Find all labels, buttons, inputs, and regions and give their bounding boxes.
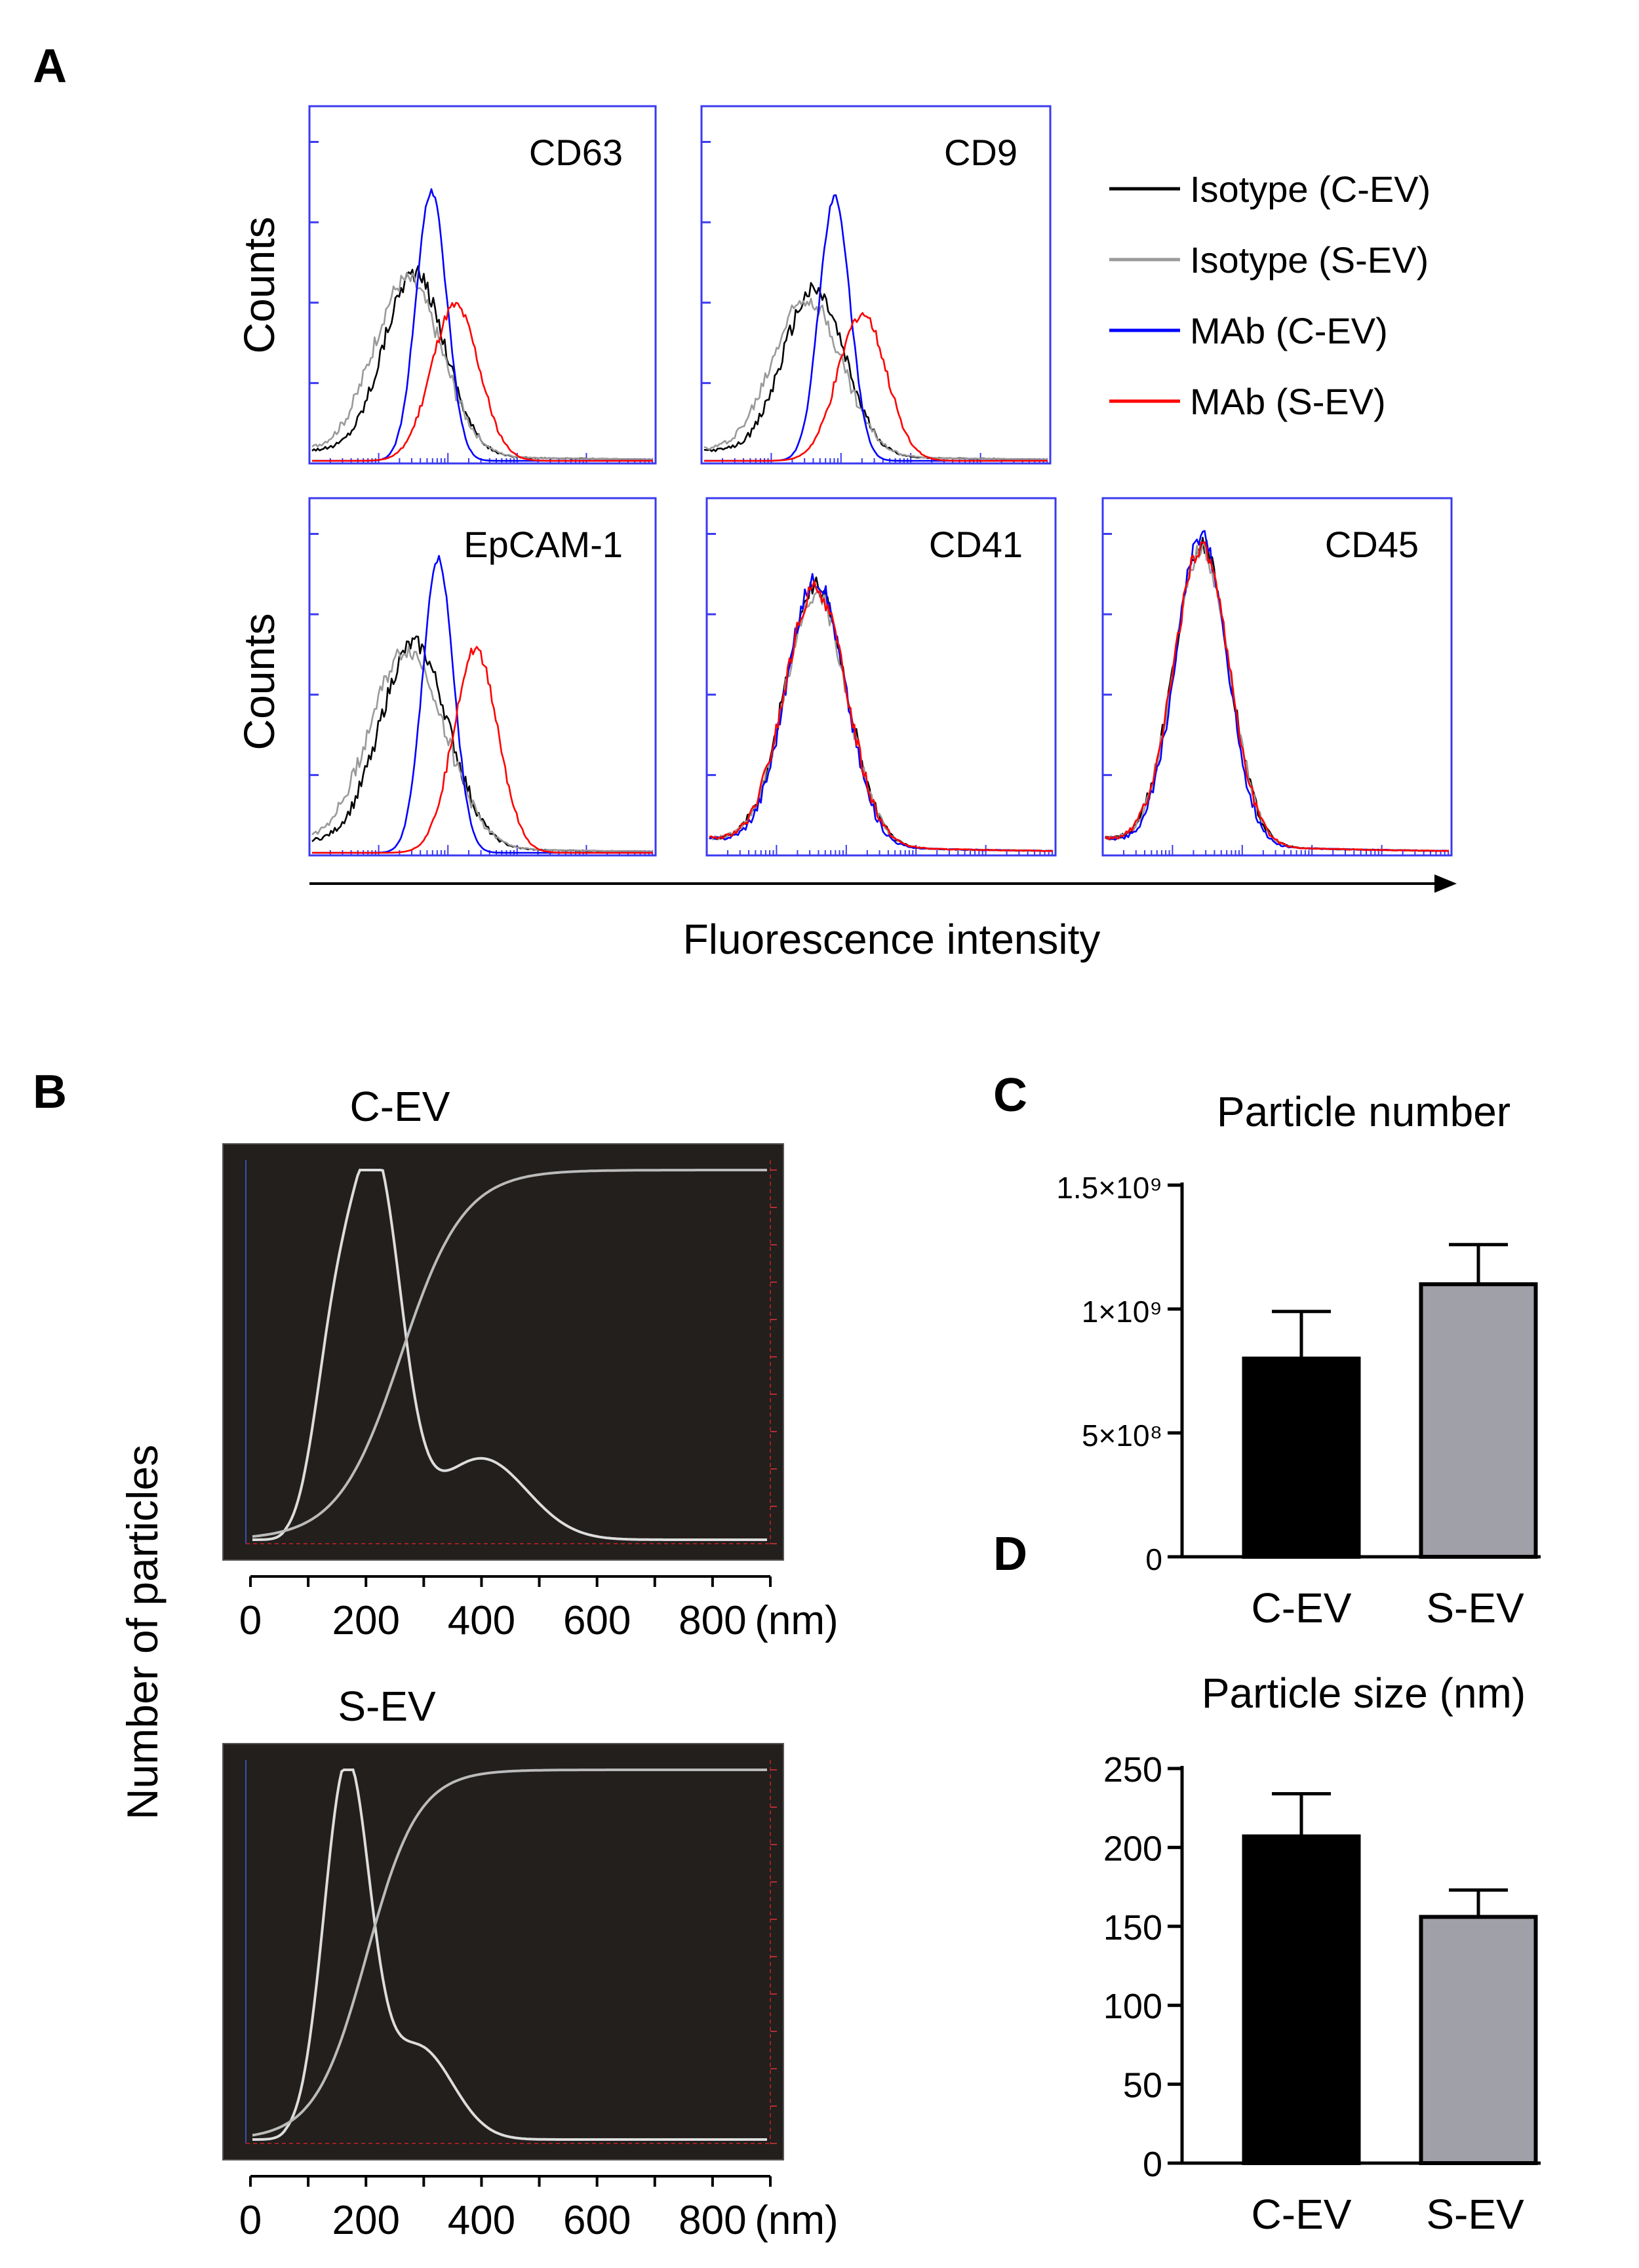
bar-y-tick-label: 150: [1103, 1908, 1162, 1947]
bar-y-tick-label: 250: [1103, 1750, 1162, 1789]
bar-category-label: C-EV: [1252, 2191, 1352, 2238]
flow-frame: [700, 105, 1052, 465]
nta-title: C-EV: [350, 1083, 450, 1130]
bar-y-tick-label: 0: [1145, 1542, 1162, 1576]
nta-x-tick-label: 600: [563, 2198, 631, 2243]
flow-x-arrow-head: [1434, 874, 1457, 893]
nta-title: S-EV: [338, 1683, 436, 1730]
bar-s-ev: [1419, 1282, 1538, 1559]
bar-chart-particle-number: Particle number 0 5×10⁸ 1×10⁹ 1.5×10⁹ C-EV S-E…: [1056, 1088, 1541, 1632]
flow-ylabel-bottom: Counts: [235, 613, 283, 750]
flow-ylabel-top: Counts: [235, 216, 283, 353]
nta-x-tick-label: 200: [332, 1598, 399, 1643]
bar-category-label: S-EV: [1426, 2191, 1524, 2238]
flow-subplot-cd9: CD9: [700, 105, 1052, 465]
nta-plot-bg: [222, 1743, 784, 2160]
nta-x-unit: (nm): [755, 1598, 838, 1643]
flow-subplot-cd41: CD41: [705, 497, 1057, 857]
nta-x-tick-label: 200: [332, 2198, 399, 2243]
nta-x-tick-label: 800: [679, 1598, 746, 1643]
legend-label: Isotype (S-EV): [1190, 239, 1429, 281]
flow-series-line: [709, 580, 1054, 852]
nta-x-unit: (nm): [755, 2198, 838, 2243]
flow-series-line: [1104, 541, 1450, 852]
flow-frame: [308, 105, 657, 465]
legend-label: Isotype (C-EV): [1190, 168, 1431, 210]
flow-cytometry-panel: Counts Counts Fluorescence intensity CD6…: [235, 105, 1457, 963]
bar-c-ev: [1242, 1834, 1361, 2165]
nta-panel: Number of particles C-EV0 200 400 600 800 (nm…: [118, 1083, 839, 2243]
panel-label-a: A: [33, 40, 67, 92]
bar-c-ev: [1242, 1356, 1361, 1559]
nta-distribution-line: [252, 1169, 767, 1541]
bar-category-label: C-EV: [1252, 1584, 1352, 1632]
nta-x-tick-label: 400: [448, 1598, 515, 1643]
nta-x-tick-label: 0: [239, 1598, 262, 1643]
flow-series-line: [703, 298, 1048, 461]
bar-y-tick-label: 50: [1123, 2066, 1162, 2105]
legend-label: MAb (S-EV): [1190, 381, 1386, 422]
flow-series-line: [312, 646, 653, 854]
flow-subplot-label: CD41: [929, 524, 1023, 565]
nta-subplot-s-ev: S-EV 0 200 400 600 800 (nm): [222, 1683, 839, 2243]
legend-label: MAb (C-EV): [1190, 310, 1388, 351]
flow-series-line: [704, 312, 1048, 462]
flow-frame: [308, 497, 657, 857]
nta-x-tick-label: 800: [679, 2198, 746, 2243]
bar-title: Particle number: [1217, 1088, 1511, 1135]
nta-distribution-line: [252, 1769, 767, 2141]
flow-subplot-cd63: CD63: [308, 105, 657, 465]
bar-panels: Particle number 0 5×10⁸ 1×10⁹ 1.5×10⁹ C-EV S-E…: [1056, 1088, 1541, 2238]
nta-cumulative-line: [252, 1769, 767, 2137]
bar-y-tick-label: 0: [1143, 2145, 1162, 2184]
flow-subplot-epcam-1: EpCAM-1: [308, 497, 657, 857]
nta-cumulative-line: [252, 1169, 767, 1538]
nta-ylabel: Number of particles: [118, 1445, 167, 1820]
nta-x-tick-label: 600: [563, 1598, 631, 1643]
bar-y-tick-label: 200: [1103, 1829, 1162, 1868]
nta-x-tick-label: 400: [448, 2198, 515, 2243]
flow-xlabel: Fluorescence intensity: [683, 916, 1101, 963]
flow-series-line: [311, 645, 653, 853]
panel-label-d: D: [993, 1528, 1027, 1580]
bar-y-tick-label: 1.5×10⁹: [1056, 1171, 1162, 1205]
flow-subplot-label: EpCAM-1: [464, 524, 623, 565]
nta-x-tick-label: 0: [239, 2198, 262, 2243]
bar-y-tick-label: 5×10⁸: [1082, 1418, 1162, 1453]
panel-label-c: C: [993, 1069, 1027, 1122]
nta-subplot-c-ev: C-EV 0 200 400 600 800 (nm): [222, 1083, 839, 1643]
bar-s-ev: [1419, 1915, 1538, 2166]
bar-chart-particle-size: Particle size (nm) 0 50 100 150 200 250 C-EV S-E…: [1103, 1670, 1541, 2238]
panel-label-b: B: [33, 1066, 67, 1118]
flow-series-line: [312, 302, 653, 462]
flow-frame: [705, 497, 1057, 857]
bar-y-tick-label: 100: [1103, 1987, 1162, 2026]
flow-legend: Isotype (C-EV) Isotype (S-EV) MAb (C-EV) MA…: [1109, 168, 1431, 422]
flow-series-line: [311, 271, 653, 461]
bar-title: Particle size (nm): [1202, 1670, 1526, 1717]
flow-frame: [1101, 497, 1453, 857]
flow-subplot-cd45: CD45: [1101, 497, 1453, 857]
flow-subplot-label: CD9: [944, 132, 1017, 173]
nta-plot-bg: [222, 1143, 784, 1561]
flow-subplot-label: CD45: [1325, 524, 1419, 565]
flow-subplot-label: CD63: [529, 132, 623, 173]
bar-y-tick-label: 1×10⁹: [1082, 1295, 1162, 1329]
bar-category-label: S-EV: [1426, 1584, 1524, 1632]
